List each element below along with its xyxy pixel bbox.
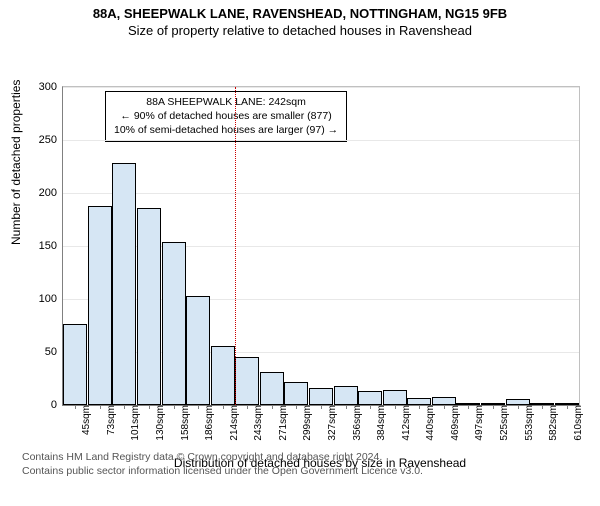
x-tick-label: 553sqm	[522, 405, 535, 441]
y-axis-label: Number of detached properties	[9, 80, 23, 245]
x-tick-mark	[100, 405, 101, 409]
x-tick-label: 243sqm	[251, 405, 264, 441]
histogram-bar	[284, 382, 308, 405]
y-tick-label: 200	[39, 187, 63, 199]
x-tick-label: 271sqm	[276, 405, 289, 441]
histogram-bar	[235, 357, 259, 405]
page-subtitle: Size of property relative to detached ho…	[0, 23, 600, 38]
x-tick-label: 73sqm	[104, 405, 117, 435]
x-tick-mark	[272, 405, 273, 409]
x-tick-mark	[395, 405, 396, 409]
x-tick-mark	[346, 405, 347, 409]
histogram-bar	[162, 242, 186, 405]
histogram-bar	[358, 391, 382, 405]
x-tick-label: 497sqm	[472, 405, 485, 441]
y-tick-label: 100	[39, 293, 63, 305]
footer-line-1: Contains HM Land Registry data © Crown c…	[22, 450, 423, 464]
x-tick-label: 130sqm	[153, 405, 166, 441]
x-tick-mark	[174, 405, 175, 409]
page-title: 88A, SHEEPWALK LANE, RAVENSHEAD, NOTTING…	[0, 6, 600, 21]
y-tick-label: 300	[39, 81, 63, 93]
x-tick-mark	[198, 405, 199, 409]
y-tick-label: 0	[51, 399, 63, 411]
footer-line-2: Contains public sector information licen…	[22, 464, 423, 478]
x-tick-mark	[296, 405, 297, 409]
x-tick-mark	[321, 405, 322, 409]
x-tick-label: 469sqm	[448, 405, 461, 441]
gridline	[63, 140, 579, 141]
y-tick-label: 50	[45, 346, 63, 358]
x-tick-mark	[223, 405, 224, 409]
annotation-line-2: ← 90% of detached houses are smaller (87…	[114, 109, 338, 123]
x-tick-label: 582sqm	[546, 405, 559, 441]
histogram-bar	[407, 398, 431, 405]
histogram-bar	[211, 346, 235, 405]
gridline	[63, 193, 579, 194]
x-tick-label: 610sqm	[571, 405, 584, 441]
gridline	[63, 87, 579, 88]
x-tick-label: 214sqm	[227, 405, 240, 441]
x-tick-label: 384sqm	[374, 405, 387, 441]
plot-area: 88A SHEEPWALK LANE: 242sqm ← 90% of deta…	[62, 86, 580, 406]
x-tick-mark	[542, 405, 543, 409]
x-tick-label: 525sqm	[497, 405, 510, 441]
y-tick-label: 250	[39, 134, 63, 146]
histogram-bar	[309, 388, 333, 405]
x-tick-mark	[567, 405, 568, 409]
histogram-bar	[334, 386, 358, 405]
histogram-bar	[88, 206, 112, 405]
x-tick-mark	[518, 405, 519, 409]
x-tick-label: 299sqm	[300, 405, 313, 441]
x-tick-mark	[444, 405, 445, 409]
x-tick-label: 101sqm	[128, 405, 141, 441]
x-tick-label: 356sqm	[350, 405, 363, 441]
x-tick-mark	[370, 405, 371, 409]
annotation-line-1: 88A SHEEPWALK LANE: 242sqm	[114, 95, 338, 109]
y-tick-label: 150	[39, 240, 63, 252]
histogram-bar	[112, 163, 136, 405]
annotation-line-3: 10% of semi-detached houses are larger (…	[114, 123, 338, 137]
histogram-bar	[260, 372, 284, 405]
reference-line	[235, 87, 236, 405]
histogram-bar	[432, 397, 456, 405]
x-tick-label: 412sqm	[399, 405, 412, 441]
x-tick-label: 327sqm	[325, 405, 338, 441]
x-tick-label: 158sqm	[178, 405, 191, 441]
annotation-box: 88A SHEEPWALK LANE: 242sqm ← 90% of deta…	[105, 91, 347, 142]
x-tick-mark	[149, 405, 150, 409]
x-tick-mark	[124, 405, 125, 409]
histogram-bar	[383, 390, 407, 405]
histogram-bar	[137, 208, 161, 405]
x-tick-mark	[419, 405, 420, 409]
x-tick-mark	[75, 405, 76, 409]
footer: Contains HM Land Registry data © Crown c…	[22, 450, 423, 478]
x-tick-mark	[247, 405, 248, 409]
histogram-bar	[186, 296, 210, 405]
x-tick-label: 440sqm	[423, 405, 436, 441]
x-tick-label: 186sqm	[202, 405, 215, 441]
x-tick-mark	[493, 405, 494, 409]
x-tick-label: 45sqm	[79, 405, 92, 435]
x-tick-mark	[468, 405, 469, 409]
histogram-bar	[63, 324, 87, 405]
